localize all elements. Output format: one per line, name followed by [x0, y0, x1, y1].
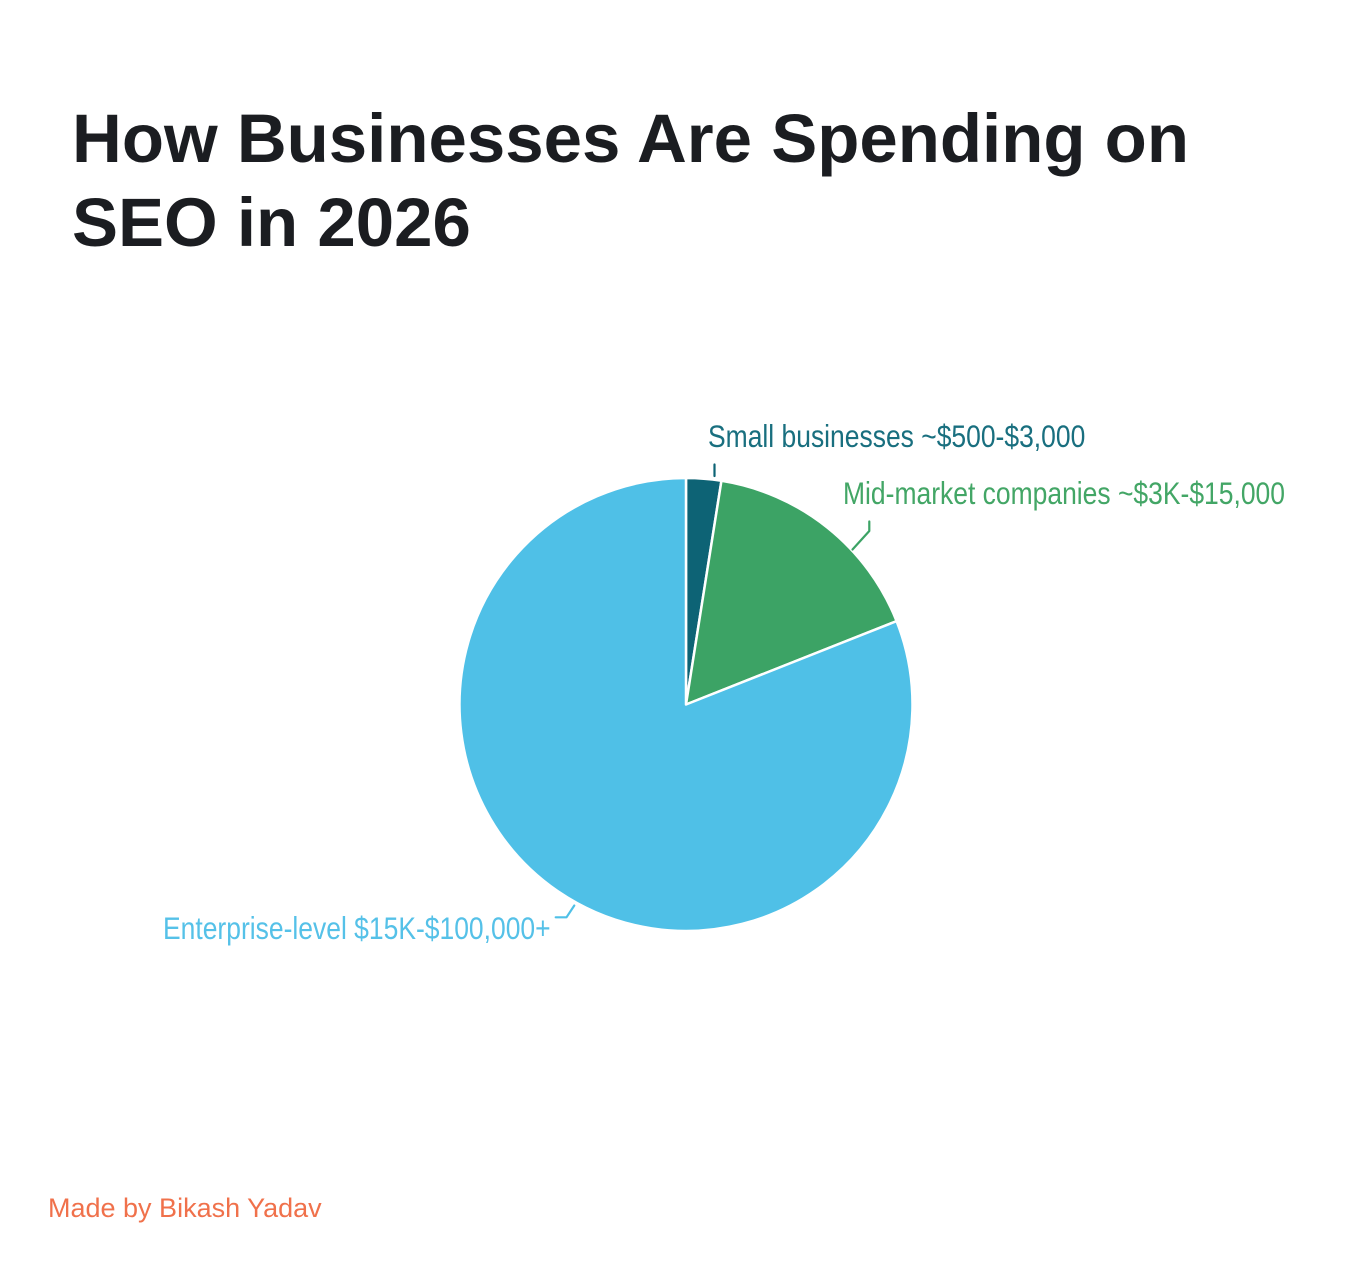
leader-line-mid-market — [851, 520, 871, 551]
pie-slice-mid-market — [684, 479, 898, 706]
attribution-credit: Made by Bikash Yadav — [48, 1193, 322, 1223]
slice-label-enterprise: Enterprise-level $15K-$100,000+ — [163, 910, 551, 946]
page-title: How Businesses Are Spending on SEO in 20… — [72, 100, 1189, 262]
leader-lines — [554, 463, 871, 919]
slice-label-small-businesses: Small businesses ~$500-$3,000 — [708, 418, 1086, 454]
slice-label-mid-market: Mid-market companies ~$3K-$15,000 — [843, 475, 1285, 511]
leader-line-enterprise — [554, 904, 576, 919]
pie-slice-enterprise — [458, 476, 914, 933]
pie-slices — [458, 476, 914, 933]
